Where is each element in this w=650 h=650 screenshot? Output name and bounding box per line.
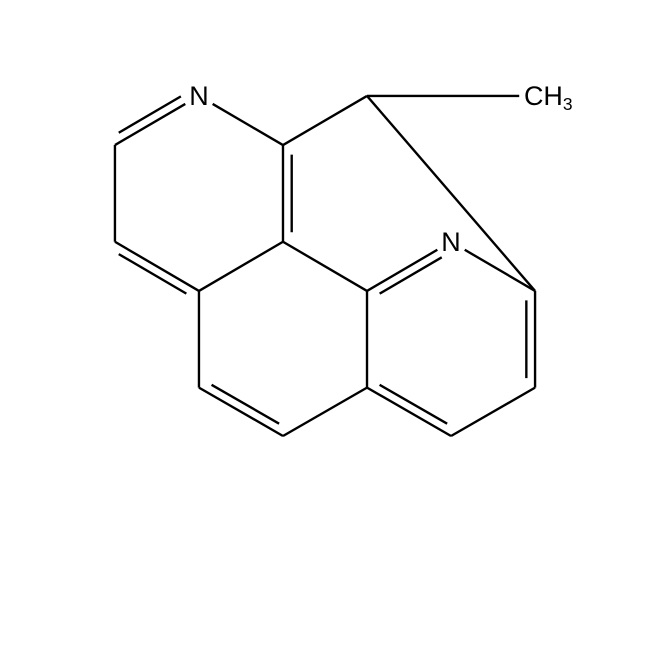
chemical-structure-diagram: N N CH3 [0,0,650,650]
atom-label-CH3: CH3 [524,81,573,114]
atom-label-N1: N [189,81,208,111]
atom-label-N10: N [441,227,460,257]
